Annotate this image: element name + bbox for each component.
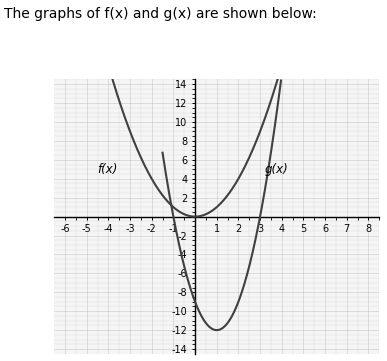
Text: The graphs of f(x) and g(x) are shown below:: The graphs of f(x) and g(x) are shown be…	[4, 7, 317, 21]
Text: g(x): g(x)	[264, 163, 288, 176]
Text: f(x): f(x)	[98, 163, 118, 176]
